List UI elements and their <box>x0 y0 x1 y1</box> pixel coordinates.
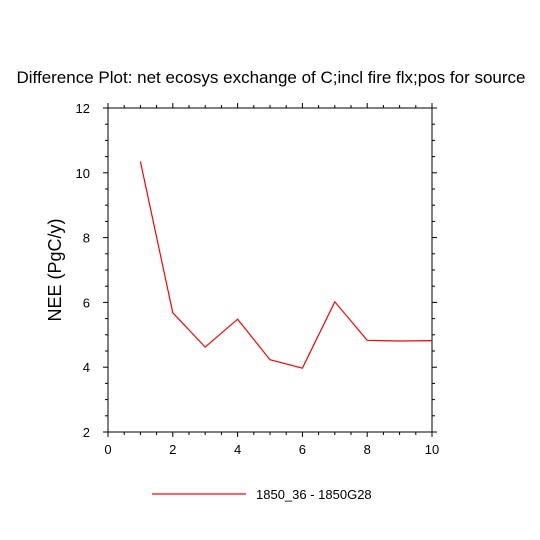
y-tick-label: 4 <box>83 360 90 375</box>
chart-title: Difference Plot: net ecosys exchange of … <box>17 68 526 87</box>
x-tick-label: 2 <box>169 442 176 457</box>
series-line <box>139 161 433 369</box>
legend: 1850_36 - 1850G28 <box>152 487 372 502</box>
series-layer <box>139 161 433 369</box>
x-tick-label: 4 <box>234 442 241 457</box>
y-axis-label: NEE (PgC/y) <box>45 218 65 321</box>
y-tick-label: 10 <box>76 166 90 181</box>
plot-frame <box>107 107 433 433</box>
y-tick-label: 6 <box>83 295 90 310</box>
legend-label: 1850_36 - 1850G28 <box>256 487 372 502</box>
y-tick-label: 2 <box>83 425 90 440</box>
y-tick-label: 12 <box>76 101 90 116</box>
x-tick-label: 10 <box>425 442 439 457</box>
x-tick-label: 8 <box>364 442 371 457</box>
y-tick-label: 8 <box>83 231 90 246</box>
x-tick-label: 6 <box>299 442 306 457</box>
x-tick-label: 0 <box>104 442 111 457</box>
